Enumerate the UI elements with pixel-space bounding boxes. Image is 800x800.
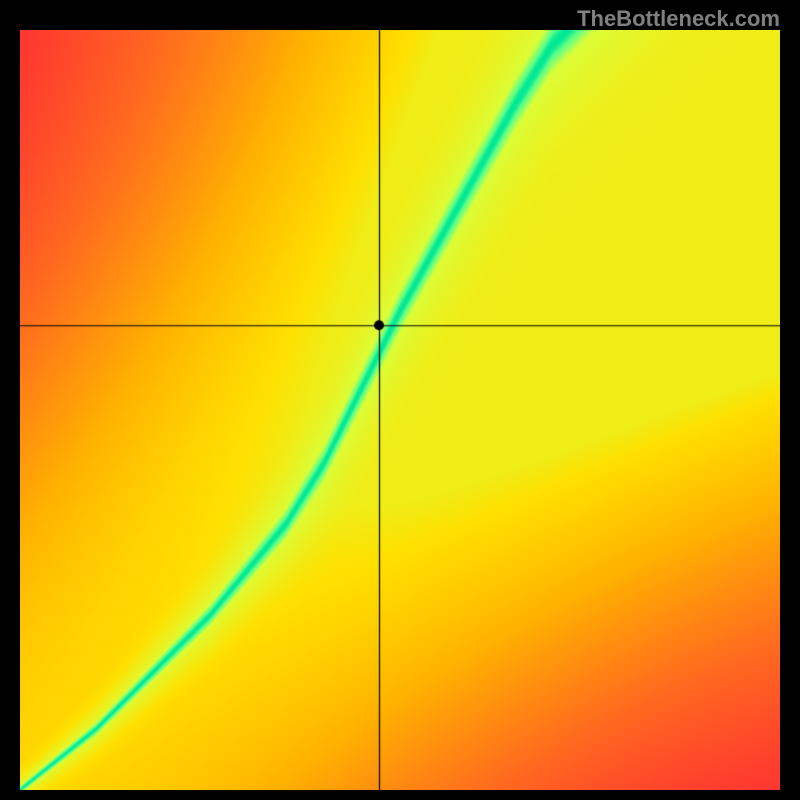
- heatmap-plot: [20, 30, 780, 790]
- heatmap-canvas: [20, 30, 780, 790]
- watermark-text: TheBottleneck.com: [577, 6, 780, 32]
